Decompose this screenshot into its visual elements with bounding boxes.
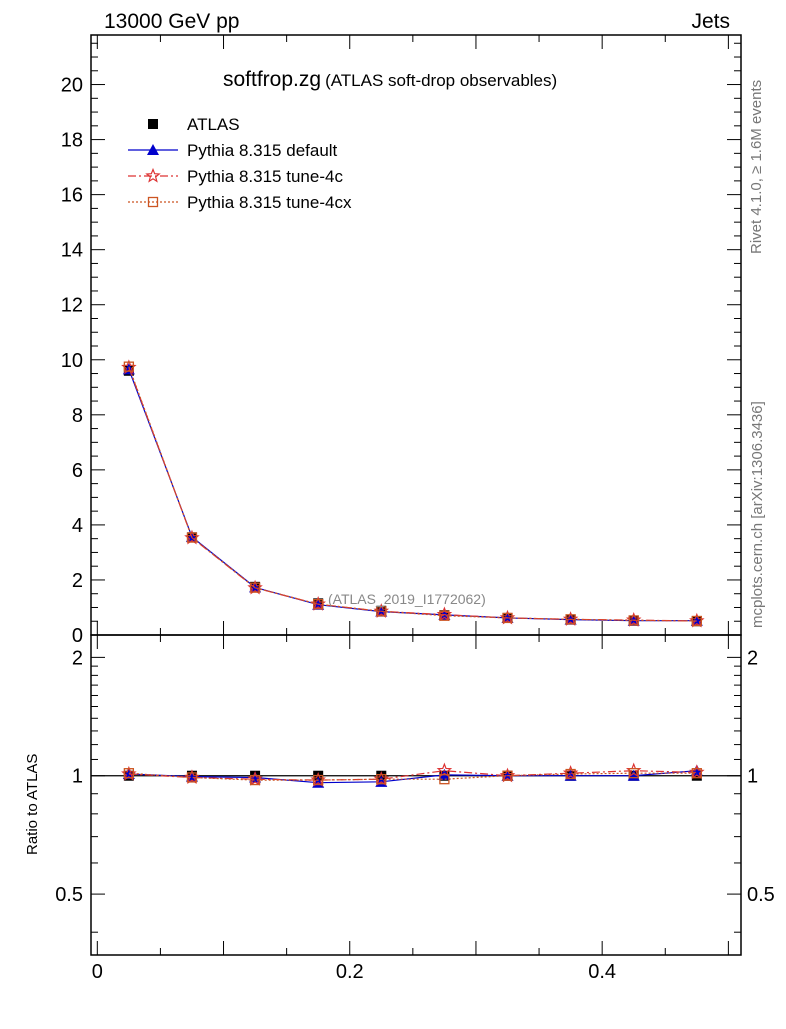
ratio-series-group <box>121 762 705 788</box>
main-y-tick-label: 8 <box>72 405 83 427</box>
ratio-point-pythia-8-315-tune-4cx <box>502 770 513 781</box>
point-pythia-8-315-tune-4cx <box>691 615 702 627</box>
main-y-axis-labels: 0 2 4 6 8 10 12 14 16 18 20 <box>61 75 83 647</box>
ratio-y-tick-label-right: 2 <box>747 647 758 669</box>
point-pythia-8-315-tune-4cx <box>123 361 135 372</box>
main-y-tick-label: 18 <box>61 130 83 152</box>
legend-marker-pythia-8-315-tune-4c <box>145 167 161 183</box>
chart-title: softfrop.zg (ATLAS soft-drop observables) <box>223 68 557 91</box>
ratio-point-pythia-8-315-tune-4cx <box>628 768 639 779</box>
ratio-point-pythia-8-315-tune-4cx <box>565 768 576 780</box>
main-y-tick-label: 14 <box>61 240 83 262</box>
legend-label-atlas: ATLAS <box>187 115 240 134</box>
ratio-line-pythia-8-315-tune-4c <box>128 770 697 781</box>
legend-label-pythia-8-315-tune-4cx: Pythia 8.315 tune-4cx <box>187 193 352 212</box>
chart-title-main: softfrop.zg <box>223 68 321 91</box>
ratio-y-tick-label: 2 <box>72 647 83 669</box>
main-y-tick-label: 6 <box>72 460 83 482</box>
main-y-tick-label: 20 <box>61 75 83 97</box>
legend-label-pythia-8-315-default: Pythia 8.315 default <box>187 141 338 160</box>
x-tick-label: 0.2 <box>336 961 364 983</box>
ratio-y-axis-ticks <box>91 656 741 933</box>
energy-label: 13000 GeV pp <box>104 10 239 33</box>
mcplots-label: mcplots.cern.ch [arXiv:1306.3436] <box>749 401 766 628</box>
main-y-tick-label: 4 <box>72 515 83 537</box>
ratio-y-tick-label-right: 0.5 <box>747 884 775 906</box>
ratio-point-pythia-8-315-tune-4cx <box>313 774 324 786</box>
ratio-point-pythia-8-315-tune-4cx <box>249 774 261 786</box>
point-pythia-8-315-tune-4cx <box>565 614 576 625</box>
ratio-point-pythia-8-315-tune-4cx <box>186 772 198 783</box>
ratio-point-pythia-8-315-tune-4c <box>436 762 453 778</box>
point-pythia-8-315-tune-4cx <box>249 582 261 593</box>
ratio-line-pythia-8-315-default <box>128 770 697 784</box>
main-y-tick-label: 0 <box>72 625 83 647</box>
analysis-label: (ATLAS_2019_I1772062) <box>328 591 486 607</box>
main-line-pythia-8-315-tune-4cx <box>128 366 697 622</box>
ratio-plot-frame <box>90 634 742 956</box>
ratio-point-pythia-8-315-tune-4cx <box>691 768 702 779</box>
main-y-axis-ticks <box>91 42 741 636</box>
ratio-point-pythia-8-315-tune-4cx <box>123 768 135 779</box>
point-pythia-8-315-tune-4cx <box>186 532 198 543</box>
ratio-point-atlas <box>376 770 387 781</box>
point-pythia-8-315-tune-4cx <box>502 612 513 624</box>
ratio-point-pythia-8-315-tune-4cx <box>376 774 387 785</box>
ratio-y-tick-label: 1 <box>72 766 83 788</box>
x-axis-labels: 0 0.2 0.4 <box>92 961 616 983</box>
ratio-point-pythia-8-315-tune-4cx <box>439 774 450 785</box>
legend: ATLAS Pythia 8.315 default Pythia 8.315 tu… <box>128 115 352 212</box>
legend-marker-pythia-8-315-tune-4cx <box>147 196 159 208</box>
ratio-y-tick-label-right: 1 <box>747 766 758 788</box>
x-tick-label: 0.4 <box>588 961 616 983</box>
ratio-y-axis-title: Ratio to ATLAS <box>24 754 41 855</box>
legend-marker-pythia-8-315-default <box>147 144 159 155</box>
main-y-tick-label: 10 <box>61 350 83 372</box>
x-axis-ticks <box>96 35 729 955</box>
point-pythia-8-315-tune-4cx <box>628 615 639 626</box>
rivet-version-label: Rivet 4.1.0, ≥ 1.6M events <box>748 80 765 254</box>
main-series-group <box>121 359 705 628</box>
legend-label-pythia-8-315-tune-4c: Pythia 8.315 tune-4c <box>187 167 343 186</box>
ratio-line-pythia-8-315-tune-4cx <box>128 772 697 781</box>
point-pythia-8-315-tune-4cx <box>376 606 387 617</box>
main-y-tick-label: 2 <box>72 570 83 592</box>
ratio-y-axis-labels: 0.5 0.5 1 1 2 2 <box>55 647 775 906</box>
point-pythia-8-315-tune-4cx <box>313 599 324 610</box>
legend-marker-atlas <box>148 119 158 129</box>
process-label: Jets <box>691 10 730 33</box>
point-pythia-8-315-tune-4cx <box>439 610 450 621</box>
x-tick-label: 0 <box>92 961 103 983</box>
main-line-pythia-8-315-default <box>128 369 697 622</box>
main-y-tick-label: 12 <box>61 295 83 317</box>
main-line-pythia-8-315-tune-4c <box>128 367 697 622</box>
chart-subtitle: (ATLAS soft-drop observables) <box>325 71 557 90</box>
ratio-y-tick-label: 0.5 <box>55 884 83 906</box>
main-y-tick-label: 16 <box>61 185 83 207</box>
